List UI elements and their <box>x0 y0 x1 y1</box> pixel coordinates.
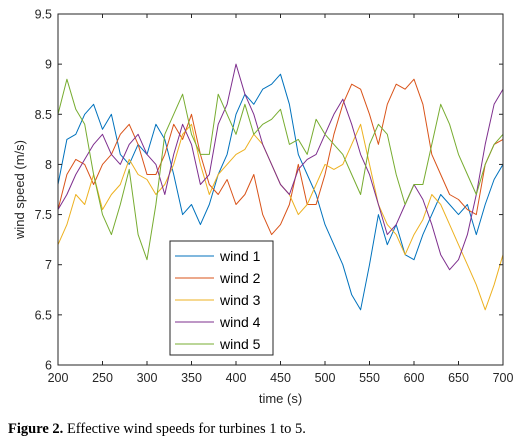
series-line-2 <box>57 78 504 236</box>
figure-caption: Figure 2. Effective wind speeds for turb… <box>8 421 508 438</box>
y-tick-label: 8.5 <box>35 108 52 122</box>
legend-label-3: wind 3 <box>219 292 261 308</box>
x-tick-label: 700 <box>493 371 514 385</box>
series-line-4 <box>57 63 504 271</box>
legend-label-2: wind 2 <box>219 270 261 286</box>
x-tick-label: 250 <box>92 371 113 385</box>
x-tick-label: 500 <box>315 371 336 385</box>
series-line-1 <box>57 73 504 311</box>
x-tick-label: 650 <box>448 371 469 385</box>
y-axis-title: wind speed (m/s) <box>12 140 27 240</box>
line-chart: 200 250 300 350 400 450 500 550 600 650 700 6 6.5 7 7.… <box>12 8 514 407</box>
series-line-5 <box>57 78 504 261</box>
axes: 200 250 300 350 400 450 500 550 600 650 700 6 6.5 7 7.… <box>35 8 514 386</box>
y-tick-label: 7.5 <box>35 208 52 222</box>
plot-area <box>58 14 503 365</box>
caption-text: Effective wind speeds for turbines 1 to … <box>63 421 306 437</box>
x-tick-label: 550 <box>359 371 380 385</box>
x-tick-label: 200 <box>48 371 69 385</box>
caption-label: Figure 2. <box>8 421 64 437</box>
x-tick-label: 400 <box>226 371 247 385</box>
y-tick-label: 6 <box>45 359 52 373</box>
y-tick-label: 9.5 <box>35 8 52 22</box>
x-axis-title: time (s) <box>259 391 302 406</box>
x-tick-label: 600 <box>404 371 425 385</box>
x-tick-label: 350 <box>181 371 202 385</box>
legend-box <box>169 240 274 356</box>
y-tick-label: 6.5 <box>35 308 52 322</box>
x-tick-label: 450 <box>270 371 291 385</box>
y-tick-label: 8 <box>45 158 52 172</box>
legend-label-4: wind 4 <box>219 314 261 330</box>
legend-label-5: wind 5 <box>219 336 261 352</box>
series-lines <box>57 63 504 311</box>
y-tick-label: 7 <box>45 258 52 272</box>
x-tick-label: 300 <box>137 371 158 385</box>
y-tick-label: 9 <box>45 58 52 72</box>
legend: wind 1 wind 2 wind 3 wind 4 wind 5 <box>169 240 274 356</box>
legend-label-1: wind 1 <box>219 248 261 264</box>
